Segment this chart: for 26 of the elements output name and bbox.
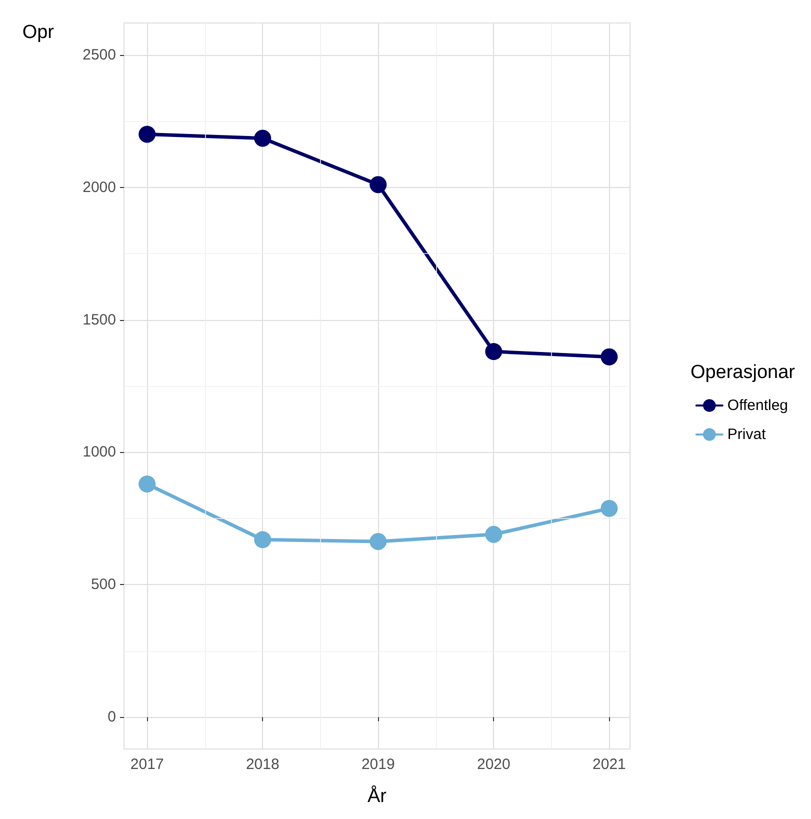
x-tick-label: 2021	[592, 756, 626, 773]
point	[138, 126, 156, 143]
y-tick-label: 2500	[82, 46, 116, 64]
point	[485, 343, 502, 360]
legend-title: Operasjonar	[690, 362, 796, 383]
point	[138, 476, 156, 493]
y-tick-label: 1500	[82, 311, 116, 328]
x-tick-label: 2019	[361, 756, 395, 773]
legend-label: Offentleg	[727, 397, 788, 414]
y-axis-title: Opr	[22, 22, 55, 43]
point	[254, 130, 272, 147]
point	[370, 533, 387, 550]
point	[254, 531, 272, 548]
point	[600, 348, 618, 366]
x-tick-label: 2018	[246, 756, 280, 773]
x-axis-title: År	[368, 785, 388, 807]
legend-label: Privat	[727, 426, 767, 443]
point	[485, 526, 502, 543]
y-tick-label: 500	[90, 576, 116, 594]
point	[600, 500, 618, 517]
point	[370, 176, 387, 194]
y-tick-label: 0	[108, 708, 116, 726]
y-tick-label: 2000	[82, 178, 116, 196]
x-tick-label: 2020	[476, 756, 510, 773]
x-tick-label: 2017	[130, 756, 164, 773]
y-tick-label: 1000	[82, 444, 116, 461]
